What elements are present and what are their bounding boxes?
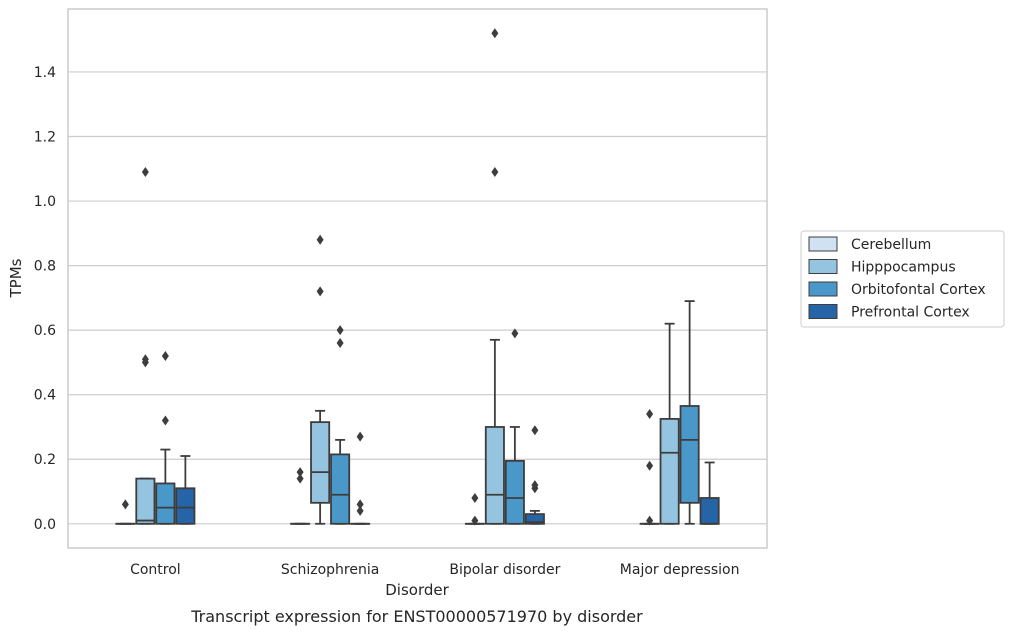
legend-label: Orbitofontal Cortex: [851, 282, 986, 298]
legend-swatch: [808, 236, 838, 252]
outlier-point: [316, 286, 324, 297]
outlier-point: [141, 354, 149, 365]
x-tick-labels: Control Schizophrenia Bipolar disorder Majo…: [130, 562, 739, 578]
box: [659, 417, 680, 525]
box: [679, 405, 700, 504]
outlier-point: [646, 460, 654, 471]
legend-frame: [800, 230, 1005, 328]
outlier-point: [646, 515, 654, 526]
y-tick-label: 0.0: [34, 517, 56, 533]
outlier-point: [141, 166, 149, 177]
legend-label: Hipppocampus: [851, 260, 956, 276]
y-tick-label: 1.4: [34, 65, 56, 81]
x-axis-label: Disorder: [385, 581, 449, 599]
outlier-point: [491, 28, 499, 39]
y-tick-label: 0.6: [34, 323, 56, 339]
outlier-point: [531, 425, 539, 436]
series-cerebellum: [115, 409, 660, 526]
box: [524, 513, 545, 525]
y-tick-label: 1.0: [34, 194, 56, 210]
outlier-point: [511, 328, 519, 339]
outlier-point: [356, 431, 364, 442]
outlier-point: [161, 350, 169, 361]
outlier-point: [296, 473, 304, 484]
box: [155, 482, 176, 525]
outlier-point: [121, 499, 129, 510]
box: [310, 421, 331, 504]
series-orbitofontal-cortex: [155, 300, 700, 525]
legend-swatch: [808, 304, 838, 319]
outlier-point: [336, 338, 344, 349]
legend-label: Cerebellum: [851, 237, 931, 253]
x-tick-label: Control: [130, 562, 181, 578]
outlier-point: [296, 467, 304, 478]
legend-swatch: [808, 259, 838, 274]
x-tick-label: Schizophrenia: [281, 562, 379, 578]
y-tick-label: 0.8: [34, 259, 56, 275]
outlier-point: [471, 515, 479, 526]
box: [135, 477, 156, 525]
legend-label: Prefrontal Cortex: [851, 305, 970, 321]
legend: Cerebellum Hipppocampus Orbitofontal Corte…: [800, 230, 1005, 328]
y-tick-label: 0.2: [34, 452, 56, 468]
series-hipppocampus: [135, 28, 680, 525]
outlier-point: [531, 480, 539, 491]
x-tick-label: Bipolar disorder: [449, 562, 560, 578]
legend-swatch: [808, 281, 838, 297]
box: [699, 497, 720, 525]
box: [504, 459, 525, 525]
box: [175, 487, 196, 525]
x-tick-label: Major depression: [620, 562, 740, 578]
box: [330, 453, 351, 525]
outlier-point: [356, 505, 364, 516]
plot-frame: [67, 8, 768, 549]
y-tick-labels: 0.0 0.2 0.4 0.6 0.8 1.0 1.2 1.4: [34, 65, 56, 533]
series-prefrontal-cortex: [175, 425, 720, 525]
outlier-point: [316, 234, 324, 245]
box-plot-series: [115, 28, 720, 526]
outlier-point: [356, 499, 364, 510]
y-tick-label: 1.2: [34, 129, 56, 145]
chart-caption: Transcript expression for ENST0000057197…: [190, 607, 643, 626]
outlier-point: [491, 166, 499, 177]
y-axis-label: TPMs: [7, 258, 25, 298]
box: [484, 426, 505, 525]
outlier-point: [161, 415, 169, 426]
outlier-point: [336, 325, 344, 336]
outlier-point: [646, 409, 654, 420]
y-tick-label: 0.4: [34, 388, 56, 404]
outlier-point: [471, 492, 479, 503]
